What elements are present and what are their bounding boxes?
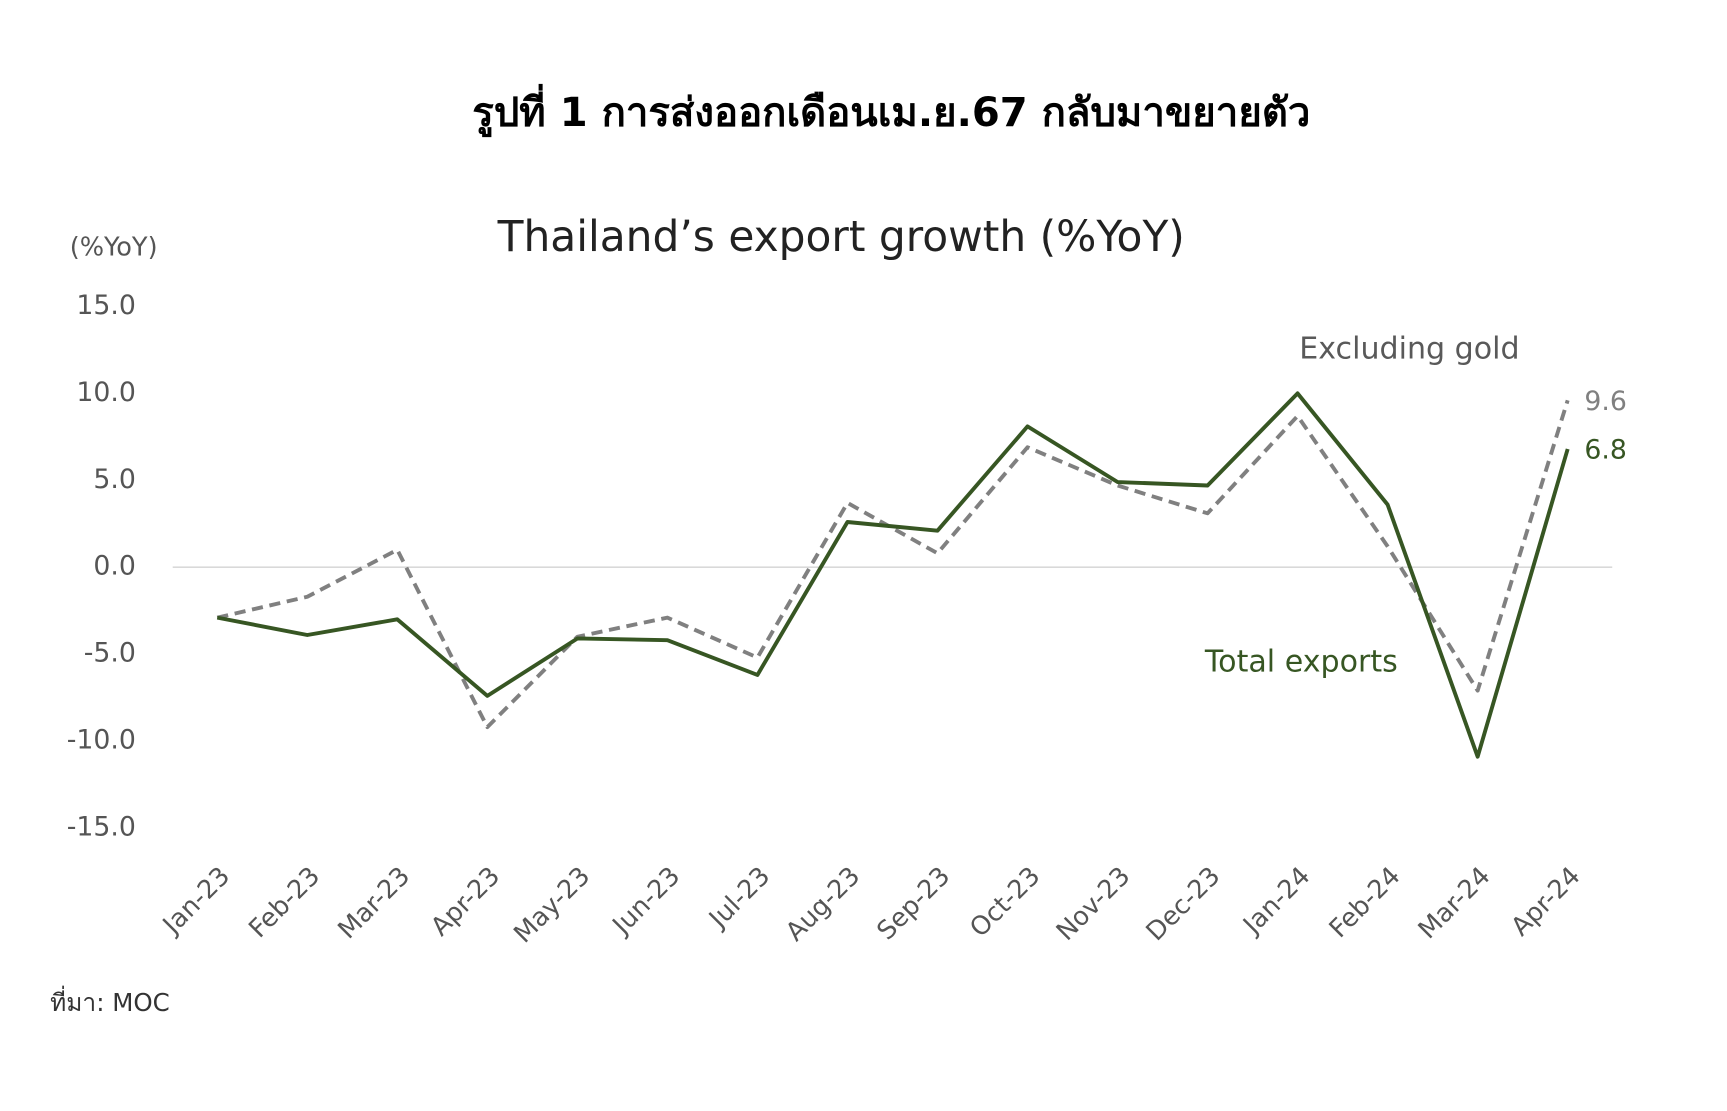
x-tick-label: Mar-23 <box>332 861 416 945</box>
x-tick-label: Sep-23 <box>871 861 956 946</box>
x-tick-label: Jul-23 <box>702 861 776 935</box>
x-tick-label: May-23 <box>508 861 596 949</box>
y-tick-label: 0.0 <box>93 551 136 582</box>
series-label: Excluding gold <box>1299 331 1519 366</box>
y-tick-label: -5.0 <box>84 638 136 669</box>
x-tick-label: Apr-23 <box>425 861 506 942</box>
y-tick-label: -15.0 <box>67 811 136 842</box>
y-tick-label: 10.0 <box>76 377 136 408</box>
x-tick-label: Feb-23 <box>243 861 326 944</box>
x-tick-label: Jan-23 <box>156 861 236 941</box>
line-series <box>216 399 1570 730</box>
series-label: Total exports <box>1204 645 1398 680</box>
line-series <box>216 391 1570 759</box>
y-tick-label: -10.0 <box>67 725 136 756</box>
source: ที่มา: MOC <box>50 985 170 1017</box>
y-tick-label: 15.0 <box>76 290 136 321</box>
y-axis-label: (%YoY) <box>70 232 158 262</box>
x-tick-label: Mar-24 <box>1413 861 1497 945</box>
x-tick-label: Jun-23 <box>606 861 686 942</box>
value-label: 9.6 <box>1584 386 1627 417</box>
x-tick-label: Oct-23 <box>964 861 1046 943</box>
x-tick-label: Aug-23 <box>780 861 866 947</box>
x-tick-label: Nov-23 <box>1051 861 1137 947</box>
x-tick-label: Feb-24 <box>1324 861 1407 944</box>
chart-title: รูปที่ 1 การส่งออกเดือนเม.ย.67 กลับมาขยา… <box>472 83 1310 137</box>
value-label: 6.8 <box>1584 435 1627 466</box>
x-tick-label: Jan-24 <box>1236 861 1316 941</box>
y-tick-label: 5.0 <box>93 464 136 495</box>
chart-subtitle: Thailand’s export growth (%YoY) <box>497 212 1185 261</box>
x-tick-label: Dec-23 <box>1141 861 1227 947</box>
x-tick-label: Apr-24 <box>1506 861 1587 942</box>
